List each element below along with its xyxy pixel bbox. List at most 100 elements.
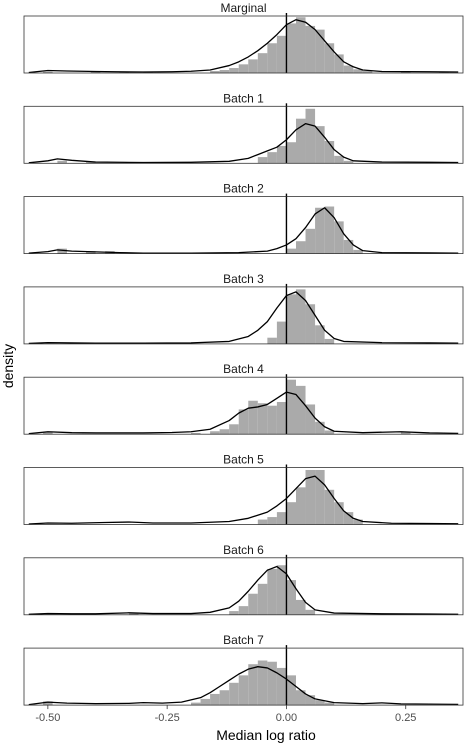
density-curve — [28, 565, 459, 615]
histogram-bar — [305, 228, 316, 254]
histogram-bar — [276, 35, 287, 73]
histogram-bar — [276, 667, 287, 706]
facet-title: Batch 2 — [223, 182, 264, 196]
histogram-bar — [219, 690, 230, 706]
histogram-bar — [238, 64, 249, 73]
histogram-bar — [267, 517, 277, 525]
histogram-bar — [257, 403, 268, 435]
facet-panel: Batch 5 — [23, 453, 464, 525]
facet-panel: Batch 2 — [23, 182, 464, 255]
histogram-bar — [324, 338, 335, 344]
histogram-bar — [276, 512, 287, 525]
histogram-bar — [295, 241, 306, 254]
histogram-bar — [219, 429, 230, 435]
histogram-bar — [267, 661, 277, 706]
panel-frame — [23, 105, 464, 164]
histogram-bar — [210, 71, 220, 73]
histogram-bar — [295, 17, 306, 74]
facet-title: Batch 3 — [223, 272, 264, 286]
panel-frame — [23, 196, 464, 255]
histogram-bar — [324, 206, 335, 254]
facet-panel: Batch 7 — [23, 633, 464, 706]
histogram-bar — [305, 695, 316, 706]
histogram-bar — [324, 702, 335, 706]
histogram-bar — [343, 512, 354, 525]
histogram-bar — [267, 43, 277, 73]
histogram-bar — [276, 401, 287, 435]
histogram-bar — [324, 141, 335, 164]
histogram-bar — [315, 469, 325, 525]
histogram-bar — [267, 152, 277, 164]
histogram-bar — [257, 660, 268, 706]
histogram-bar — [305, 25, 316, 73]
histogram-bar — [248, 593, 258, 615]
panel-frame — [23, 15, 464, 74]
histogram-bar — [305, 404, 316, 435]
histogram-bar — [210, 431, 220, 435]
histogram-bar — [343, 65, 354, 73]
histogram-bar — [305, 304, 316, 344]
histogram-bar — [295, 487, 306, 525]
histogram-bar — [286, 502, 296, 525]
x-tick-label: 0.00 — [276, 712, 297, 724]
histogram-bar — [238, 409, 249, 435]
x-tick-label: 0.25 — [395, 712, 416, 724]
facet-panels: Marginal Batch 1 Batch 2 Batch 3 Batch 4 Batc… — [23, 1, 464, 706]
histogram-bar — [128, 613, 139, 615]
histogram-bar — [229, 68, 239, 73]
histogram-bar — [305, 108, 316, 164]
histogram-bar — [248, 664, 258, 706]
y-axis-title: density — [0, 344, 16, 388]
facet-title: Batch 6 — [223, 543, 264, 557]
facet-panel: Batch 3 — [23, 272, 464, 345]
facet-title: Batch 5 — [223, 453, 264, 467]
panel-frame — [23, 286, 464, 345]
facet-title: Batch 1 — [223, 91, 264, 105]
histogram-bar — [295, 690, 306, 706]
histogram-bar — [295, 599, 306, 615]
facet-panel: Batch 6 — [23, 543, 464, 616]
histogram-bar — [315, 126, 325, 164]
histogram-bar — [286, 675, 296, 706]
facet-title: Batch 4 — [223, 362, 264, 376]
histogram-bar — [315, 207, 325, 254]
histogram-bar — [257, 519, 268, 525]
histogram-bar — [86, 162, 96, 164]
histogram-bar — [286, 294, 296, 344]
panel-frame — [23, 467, 464, 525]
histogram-bar — [267, 568, 277, 615]
histogram-bar — [257, 583, 268, 615]
histogram-bar — [276, 565, 287, 615]
histogram-bar — [229, 682, 239, 706]
histogram-bar — [286, 248, 296, 254]
histogram-bar — [248, 59, 258, 73]
histogram-bar — [57, 160, 67, 164]
histogram-bar — [343, 239, 354, 254]
facet-panel: Marginal — [23, 1, 464, 74]
histogram-bar — [43, 431, 53, 435]
histogram-bar — [315, 700, 325, 706]
histogram-bar — [324, 43, 335, 73]
histogram-bar — [276, 145, 287, 164]
density-curve — [28, 291, 459, 345]
histogram-bar — [43, 701, 53, 706]
facet-panel: Batch 4 — [23, 362, 464, 435]
histogram-bar — [400, 432, 411, 435]
histogram-bar — [315, 421, 325, 435]
histogram-bar — [334, 155, 344, 164]
histogram-bar — [286, 23, 296, 73]
histogram-bar — [229, 424, 239, 435]
histogram-bar — [324, 489, 335, 525]
histogram-bar — [238, 675, 249, 706]
histogram-bar — [229, 611, 239, 615]
histogram-bar — [315, 29, 325, 74]
histogram-bar — [248, 400, 258, 435]
histogram-bar — [191, 432, 201, 435]
histogram-bar — [324, 430, 335, 435]
histogram-bar — [353, 249, 363, 254]
x-axis-title: Median log ratio — [216, 727, 316, 743]
facet-title: Marginal — [220, 1, 266, 15]
histogram-bar — [267, 405, 277, 435]
